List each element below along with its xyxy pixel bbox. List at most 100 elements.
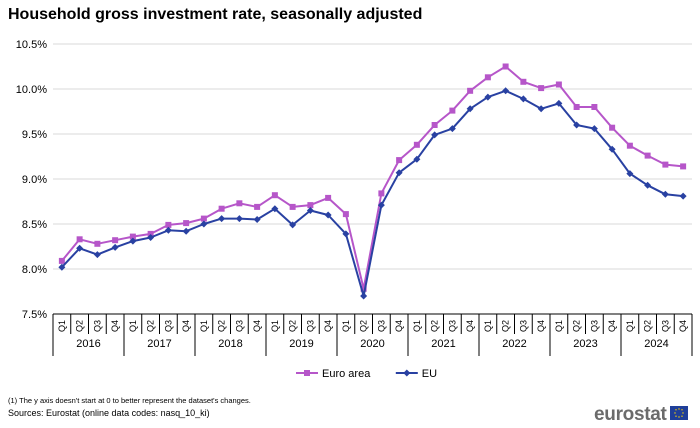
data-point	[289, 203, 296, 210]
data-point	[253, 216, 261, 223]
year-label: 2021	[431, 338, 455, 350]
data-point	[502, 87, 510, 95]
x-tick-label: Q2	[217, 320, 227, 332]
data-point	[395, 169, 403, 177]
x-tick-label: Q1	[412, 320, 422, 332]
x-tick-label: Q3	[376, 320, 386, 332]
data-point	[555, 81, 562, 88]
data-point	[573, 104, 580, 110]
data-point	[360, 292, 368, 300]
data-point	[306, 207, 314, 214]
legend-label: Euro area	[322, 368, 371, 380]
x-tick-label: Q2	[430, 320, 440, 332]
data-point	[679, 192, 687, 200]
x-tick-label: Q3	[660, 320, 670, 332]
x-tick-label: Q2	[146, 320, 156, 332]
year-label: 2020	[360, 338, 384, 350]
data-point	[325, 194, 332, 201]
source-note: Sources: Eurostat (online data codes: na…	[8, 408, 210, 418]
x-tick-label: Q1	[625, 320, 635, 332]
data-point	[254, 203, 261, 210]
x-tick-label: Q4	[252, 320, 262, 332]
eu-flag-icon	[670, 406, 688, 420]
x-tick-label: Q2	[359, 320, 369, 332]
data-point	[324, 211, 332, 219]
data-point	[591, 104, 598, 110]
x-tick-label: Q4	[394, 320, 404, 332]
x-tick-label: Q2	[572, 320, 582, 332]
data-point	[377, 201, 385, 209]
x-tick-label: Q1	[57, 320, 67, 332]
data-point	[431, 122, 438, 128]
x-tick-label: Q1	[128, 320, 138, 332]
x-tick-label: Q4	[465, 320, 475, 332]
year-label: 2022	[502, 338, 526, 350]
data-point	[537, 105, 545, 113]
legend-marker	[403, 369, 411, 377]
year-label: 2018	[218, 338, 242, 350]
data-point	[519, 95, 527, 103]
data-point	[626, 142, 633, 149]
data-point	[538, 85, 545, 92]
data-point	[502, 63, 509, 70]
y-tick-label: 8.5%	[22, 219, 47, 231]
x-tick-label: Q4	[678, 320, 688, 332]
x-tick-label: Q3	[234, 320, 244, 332]
data-point	[165, 221, 172, 228]
footnote: (1) The y axis doesn't start at 0 to bet…	[8, 396, 251, 405]
data-point	[236, 200, 243, 207]
y-tick-label: 10.5%	[16, 39, 47, 51]
data-point	[431, 131, 439, 139]
y-tick-label: 10.0%	[16, 84, 47, 96]
data-point	[147, 234, 155, 241]
x-tick-label: Q3	[447, 320, 457, 332]
x-tick-label: Q1	[270, 320, 280, 332]
x-tick-label: Q1	[341, 320, 351, 332]
data-point	[360, 285, 367, 292]
x-tick-label: Q4	[110, 320, 120, 332]
y-tick-label: 9.5%	[22, 129, 47, 141]
data-point	[466, 105, 474, 113]
data-point	[271, 205, 279, 213]
data-point	[218, 205, 225, 212]
x-tick-label: Q3	[163, 320, 173, 332]
x-tick-label: Q4	[607, 320, 617, 332]
chart-title: Household gross investment rate, seasona…	[8, 6, 423, 23]
data-point	[164, 226, 172, 234]
data-point	[662, 161, 669, 168]
x-tick-label: Q1	[483, 320, 493, 332]
data-point	[555, 99, 563, 107]
data-point	[307, 202, 314, 209]
x-tick-label: Q3	[305, 320, 315, 332]
data-point	[396, 157, 403, 164]
x-tick-label: Q1	[554, 320, 564, 332]
x-tick-label: Q4	[536, 320, 546, 332]
data-point	[58, 257, 65, 264]
data-point	[200, 220, 208, 228]
y-tick-label: 8.0%	[22, 264, 47, 276]
data-point	[94, 240, 101, 247]
data-point	[76, 236, 83, 243]
x-tick-label: Q2	[288, 320, 298, 332]
data-point	[289, 221, 297, 229]
data-point	[448, 125, 456, 133]
x-tick-label: Q4	[323, 320, 333, 332]
x-tick-label: Q2	[75, 320, 85, 332]
data-point	[111, 243, 119, 251]
x-tick-label: Q2	[643, 320, 653, 332]
data-point	[112, 237, 119, 244]
legend-label: EU	[422, 368, 437, 380]
data-point	[573, 121, 581, 129]
legend-marker	[304, 370, 310, 376]
data-point	[200, 215, 207, 222]
year-label: 2019	[289, 338, 313, 350]
data-point	[608, 145, 616, 153]
x-tick-label: Q1	[199, 320, 209, 332]
data-point	[590, 125, 598, 133]
y-tick-label: 9.0%	[22, 174, 47, 186]
data-point	[413, 141, 420, 148]
year-label: 2024	[644, 338, 668, 350]
data-point	[218, 215, 226, 223]
year-label: 2017	[147, 338, 171, 350]
